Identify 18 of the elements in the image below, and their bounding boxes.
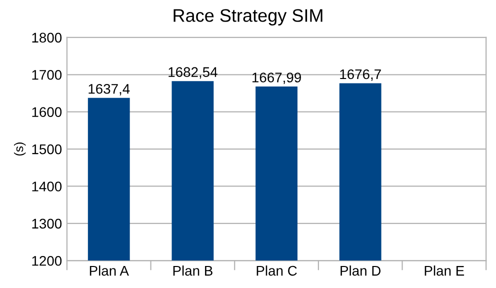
data-label: 1667,99 bbox=[252, 72, 301, 84]
y-tick-label: 1600 bbox=[32, 107, 62, 118]
data-label: 1637,4 bbox=[88, 84, 130, 96]
x-tick-label: Plan E bbox=[424, 266, 464, 276]
x-tick-label: Plan B bbox=[173, 266, 212, 276]
data-label: 1676,7 bbox=[340, 69, 381, 81]
data-label: 1682,54 bbox=[168, 67, 218, 79]
y-tick-label: 1400 bbox=[32, 182, 62, 192]
y-axis-title: (s) bbox=[14, 142, 26, 156]
y-tick-label: 1500 bbox=[32, 144, 62, 154]
y-tick-label: 1800 bbox=[32, 32, 62, 43]
y-tick-label: 1300 bbox=[32, 218, 62, 229]
chart-title: Race Strategy SIM bbox=[174, 9, 322, 26]
y-tick-label: 1200 bbox=[32, 256, 62, 266]
y-tick-label: 1700 bbox=[32, 70, 62, 80]
x-tick-label: Plan C bbox=[256, 266, 297, 276]
x-tick-label: Plan A bbox=[90, 266, 129, 276]
x-tick-label: Plan D bbox=[340, 266, 381, 276]
